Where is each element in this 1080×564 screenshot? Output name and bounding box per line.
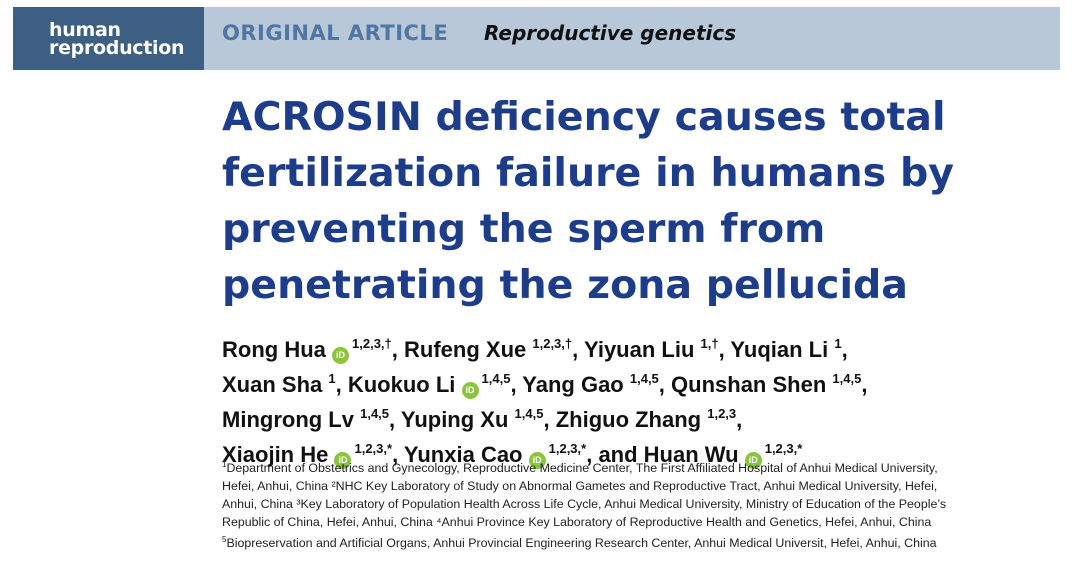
affiliation-text: Hefei, Anhui, China ²NHC Key Laboratory … — [222, 479, 938, 493]
author-name[interactable]: Rufeng Xue — [404, 337, 527, 362]
title-line: fertilization failure in humans by — [222, 150, 954, 196]
author-name[interactable]: Rong Hua — [222, 337, 326, 362]
affiliation-text: Biopreservation and Artificial Organs, A… — [226, 536, 937, 550]
author-affiliation-marker: 1,4,5 — [629, 371, 659, 386]
journal-logo[interactable]: human reproduction — [13, 7, 204, 70]
author-affiliation-marker: 1,2,3 — [707, 406, 737, 421]
author-affiliation-marker: 1,4,5 — [514, 406, 544, 421]
author-separator: , — [543, 407, 556, 432]
author-separator: , — [861, 372, 868, 397]
author-affiliation-marker: 1,† — [700, 336, 719, 351]
title-line: penetrating the zona pellucida — [222, 262, 908, 308]
affiliation-line: 5Biopreservation and Artificial Organs, … — [222, 531, 1060, 552]
author-line: Xuan Sha 1, Kuokuo Li iD1,4,5, Yang Gao … — [222, 364, 1052, 399]
logo-line-1: human — [49, 19, 121, 41]
author-affiliation-marker: 1,2,3,† — [532, 336, 573, 351]
author-separator: , — [392, 442, 404, 467]
author-separator: , and — [586, 442, 644, 467]
author-separator: , — [389, 407, 401, 432]
affiliation-line: Hefei, Anhui, China ²NHC Key Laboratory … — [222, 477, 1060, 495]
orcid-icon[interactable]: iD — [332, 347, 350, 364]
affiliation-line: Republic of China, Hefei, Anhui, China ⁴… — [222, 513, 1060, 531]
author-separator: , — [718, 337, 731, 362]
affiliation-text: Republic of China, Hefei, Anhui, China ⁴… — [222, 515, 932, 529]
author-affiliation-marker: 1,2,3,* — [354, 441, 393, 456]
article-type: ORIGINAL ARTICLE — [222, 21, 449, 45]
author-name[interactable]: Yang Gao — [522, 372, 624, 397]
author-separator: , — [391, 337, 405, 362]
affiliation-line: Anhui, China ³Key Laboratory of Populati… — [222, 495, 1060, 513]
author-name[interactable]: Yuqian Li — [730, 337, 829, 362]
author-affiliation-marker: 1,2,3,† — [352, 336, 392, 351]
affiliation-text: Anhui, China ³Key Laboratory of Populati… — [222, 497, 947, 511]
journal-banner: human reproduction ORIGINAL ARTICLE Repr… — [13, 7, 1060, 70]
author-affiliation-marker: 1,4,5 — [481, 371, 511, 386]
title-line: ACROSIN deficiency causes total — [222, 94, 946, 140]
logo-line-2: reproduction — [49, 37, 185, 59]
author-separator: , — [841, 337, 848, 362]
author-name[interactable]: Yunxia Cao — [403, 442, 523, 467]
article-title: ACROSIN deficiency causes total fertiliz… — [222, 89, 1062, 313]
author-name[interactable]: Huan Wu — [643, 442, 739, 467]
author-separator: , — [736, 407, 743, 432]
author-line: Xiaojin He iD1,2,3,*, Yunxia Cao iD1,2,3… — [222, 434, 1052, 469]
author-name[interactable]: Yiyuan Liu — [583, 337, 695, 362]
affiliation-line: 1Department of Obstetrics and Gynecology… — [222, 456, 1060, 477]
orcid-icon[interactable]: iD — [744, 452, 762, 469]
author-separator: , — [335, 372, 348, 397]
author-list: Rong Hua iD1,2,3,†, Rufeng Xue 1,2,3,†, … — [222, 329, 1052, 469]
author-name[interactable]: Qunshan Shen — [671, 372, 827, 397]
author-affiliation-marker: 1 — [328, 371, 336, 386]
author-line: Mingrong Lv 1,4,5, Yuping Xu 1,4,5, Zhig… — [222, 399, 1052, 434]
orcid-icon[interactable]: iD — [528, 452, 546, 469]
affiliation-number: 1 — [222, 460, 227, 469]
author-name[interactable]: Yuping Xu — [400, 407, 509, 432]
author-name[interactable]: Xiaojin He — [222, 442, 329, 467]
author-separator: , — [658, 372, 672, 397]
affiliation-text: Department of Obstetrics and Gynecology,… — [226, 461, 938, 475]
author-affiliation-marker: 1,4,5 — [360, 406, 390, 421]
orcid-icon[interactable]: iD — [334, 452, 352, 469]
article-section: Reproductive genetics — [484, 21, 737, 45]
author-name[interactable]: Zhiguo Zhang — [555, 407, 702, 432]
author-name[interactable]: Kuokuo Li — [347, 372, 456, 397]
author-separator: , — [510, 372, 523, 397]
author-affiliation-marker: 1,2,3,* — [548, 441, 587, 456]
orcid-icon[interactable]: iD — [461, 382, 479, 399]
author-affiliation-marker: 1,2,3,* — [764, 441, 803, 456]
author-name[interactable]: Mingrong Lv — [222, 407, 354, 432]
author-line: Rong Hua iD1,2,3,†, Rufeng Xue 1,2,3,†, … — [222, 329, 1052, 364]
author-affiliation-marker: 1,4,5 — [832, 371, 862, 386]
author-affiliation-marker: 1 — [834, 336, 842, 351]
affiliations: 1Department of Obstetrics and Gynecology… — [222, 456, 1060, 552]
author-name[interactable]: Xuan Sha — [222, 372, 323, 397]
affiliation-number: 5 — [222, 535, 227, 544]
author-separator: , — [572, 337, 584, 362]
title-line: preventing the sperm from — [222, 206, 826, 252]
